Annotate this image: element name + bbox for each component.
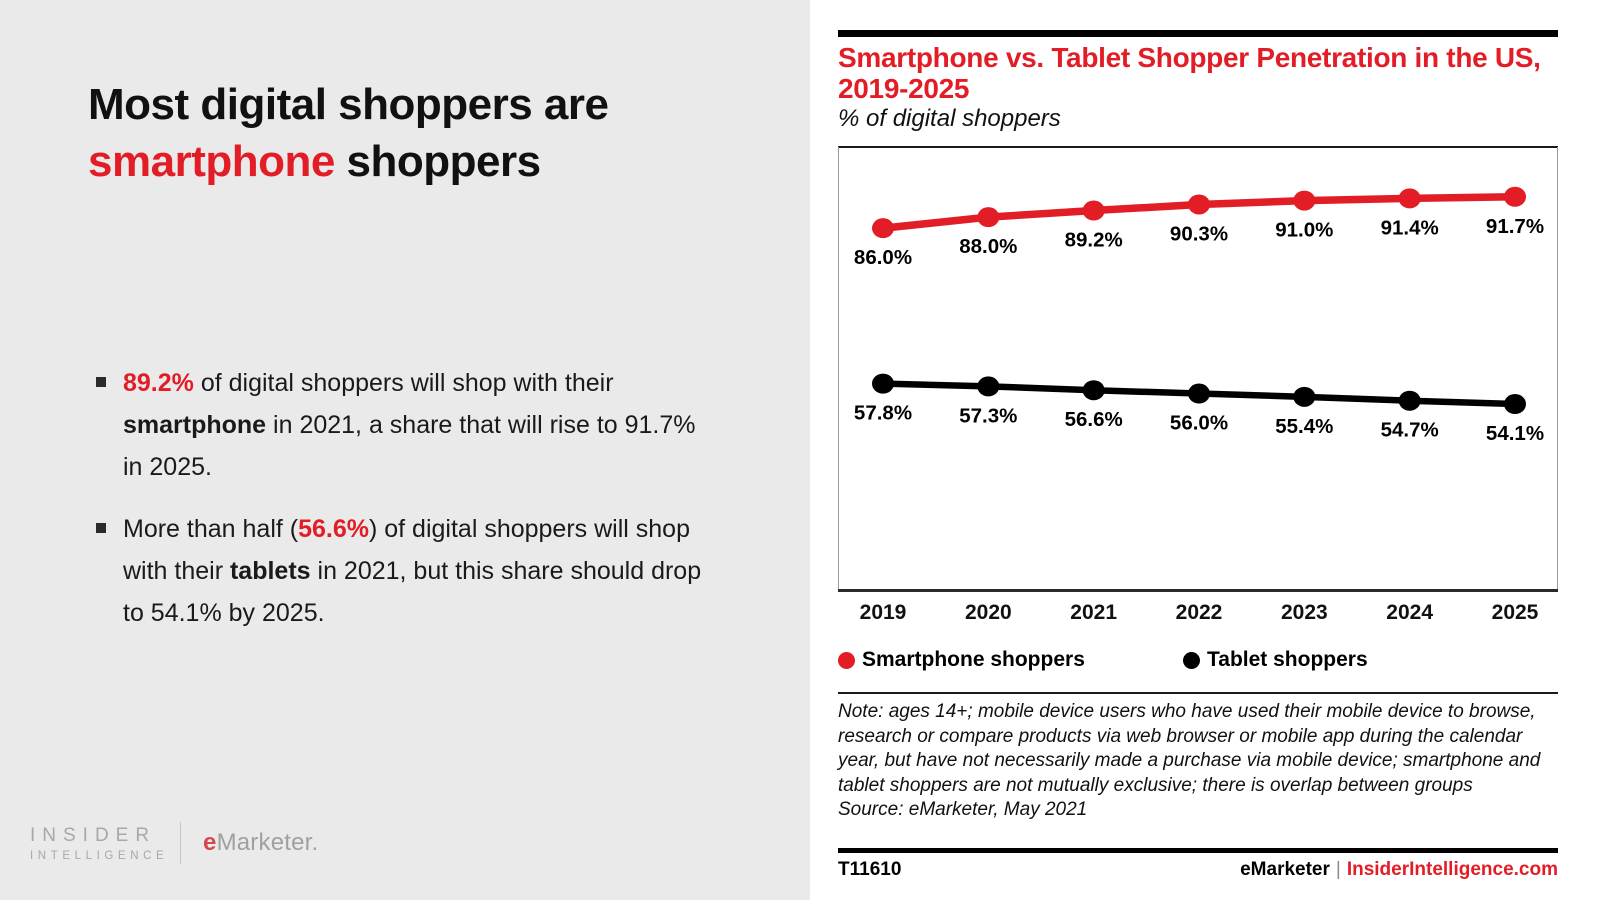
logo-insider-text: INSIDER [30,824,157,846]
logo-intelligence-text: INTELLIGENCE [30,849,169,862]
bullet-text-tablet: More than half (56.6%) of digital shoppe… [123,515,702,627]
tablet-legend-dot-icon [1183,651,1200,669]
line-chart: 86.0% 88.0% 89.2% 90.3% 91.0% 91.4% 91.7% 57.8%… [838,146,1558,646]
svg-text:91.0%: 91.0% [1275,219,1333,242]
footer-site-link[interactable]: InsiderIntelligence.com [1346,859,1558,880]
line-chart-svg: 86.0% 88.0% 89.2% 90.3% 91.0% 91.4% 91.7% 57.8%… [838,146,1558,624]
slide-title: Most digital shoppers are smartphone sho… [88,80,609,186]
svg-text:86.0%: 86.0% [854,246,912,269]
bullet-list: 89.2% of digital shoppers will shop with… [96,362,706,654]
note-text: Note: ages 14+; mobile device users who … [838,701,1541,796]
smartphone-legend-dot-icon [838,651,855,669]
svg-text:89.2%: 89.2% [1065,229,1123,252]
svg-text:57.8%: 57.8% [854,402,912,425]
svg-text:2020: 2020 [965,601,1012,624]
chart-subtitle: % of digital shoppers [838,105,1061,132]
svg-text:56.6%: 56.6% [1065,408,1123,431]
insider-intelligence-wordmark: INSIDER INTELLIGENCE [30,825,170,862]
left-text-panel: Most digital shoppers are smartphone sho… [0,0,810,900]
bullet-text-smartphone: 89.2% of digital shoppers will shop with… [123,369,696,481]
legend-item-smartphone: Smartphone shoppers [838,648,1183,672]
chart-note: Note: ages 14+; mobile device users who … [838,700,1562,823]
chart-top-rule [838,30,1558,37]
bullet-item-smartphone: 89.2% of digital shoppers will shop with… [96,362,706,488]
legend-label-tablet: Tablet shoppers [1207,648,1368,671]
svg-text:2025: 2025 [1492,601,1539,624]
svg-text:54.1%: 54.1% [1486,422,1544,445]
svg-text:54.7%: 54.7% [1381,419,1439,442]
footer-rule [838,848,1558,853]
logo-marketer-text: Marketer. [216,829,319,856]
svg-text:2024: 2024 [1386,601,1433,624]
bullet-square-icon [96,377,106,387]
footer-brandline: eMarketer | InsiderIntelligence.com [1240,859,1558,881]
svg-text:91.7%: 91.7% [1486,215,1544,238]
svg-text:2022: 2022 [1176,601,1223,624]
logo-divider [180,822,181,864]
bullet-item-tablet: More than half (56.6%) of digital shoppe… [96,508,706,634]
svg-text:56.0%: 56.0% [1170,412,1228,435]
svg-text:55.4%: 55.4% [1275,415,1333,438]
chart-footer: T11610 eMarketer | InsiderIntelligence.com [838,859,1558,881]
emarketer-wordmark: eMarketer. [203,829,318,857]
footer-emarketer-text: eMarketer [1240,859,1330,880]
chart-legend: Smartphone shoppers Tablet shoppers [838,648,1558,672]
logo-e-text: e [203,829,217,856]
svg-text:88.0%: 88.0% [959,235,1017,258]
chart-id-code: T11610 [838,859,902,880]
legend-label-smartphone: Smartphone shoppers [862,648,1085,671]
chart-panel [810,0,1600,900]
svg-text:90.3%: 90.3% [1170,222,1228,245]
svg-text:57.3%: 57.3% [959,404,1017,427]
source-text: Source: eMarketer, May 2021 [838,799,1088,820]
svg-text:2019: 2019 [860,601,907,624]
bullet-square-icon [96,523,106,533]
note-divider-rule [838,692,1558,694]
svg-text:2023: 2023 [1281,601,1328,624]
insider-intelligence-emarketer-logo: INSIDER INTELLIGENCE eMarketer. [30,822,318,864]
footer-pipe: | [1335,859,1341,880]
chart-title: Smartphone vs. Tablet Shopper Penetratio… [838,42,1541,104]
svg-text:2021: 2021 [1070,601,1117,624]
svg-text:91.4%: 91.4% [1381,216,1439,239]
legend-item-tablet: Tablet shoppers [1183,648,1368,672]
